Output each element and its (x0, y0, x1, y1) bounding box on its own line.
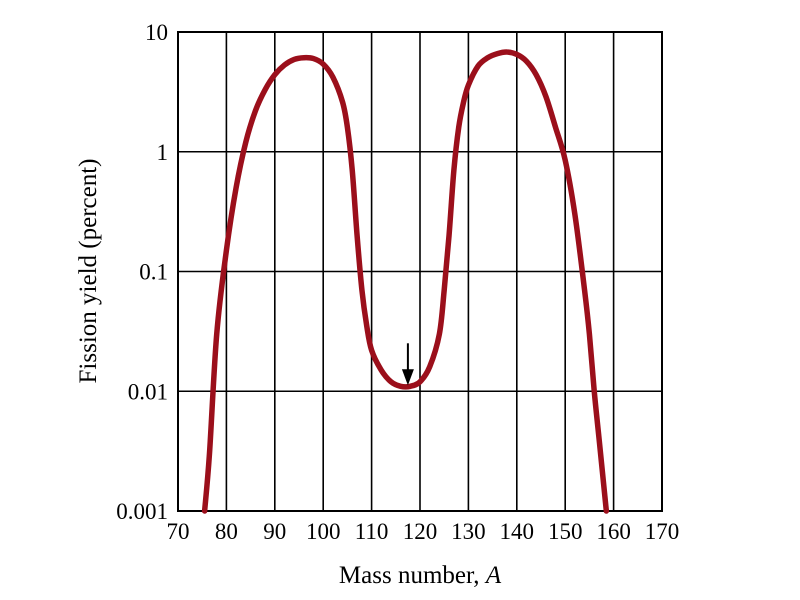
x-tick-label: 90 (263, 519, 286, 544)
y-tick-label: 1 (157, 140, 169, 165)
x-tick-label: 80 (215, 519, 238, 544)
x-tick-label: 130 (451, 519, 486, 544)
x-tick-label: 70 (167, 519, 190, 544)
x-tick-label: 110 (355, 519, 389, 544)
x-tick-label: 160 (596, 519, 631, 544)
y-tick-label: 10 (145, 20, 168, 45)
x-tick-label: 150 (548, 519, 583, 544)
x-axis-title: Mass number, A (339, 562, 502, 589)
y-axis-ticks: 0.001 0.01 0.1 1 10 (116, 20, 168, 524)
annotations (401, 343, 414, 386)
y-tick-label: 0.001 (116, 499, 168, 524)
x-axis-ticks: 70 80 90 100 110 120 130 140 150 160 170 (167, 519, 680, 544)
x-tick-label: 140 (500, 519, 535, 544)
grid (177, 31, 663, 512)
fission-yield-curve (201, 49, 610, 514)
plot-frame (177, 31, 663, 512)
x-tick-label: 100 (306, 519, 341, 544)
minimum-arrow (401, 343, 414, 386)
y-tick-label: 0.1 (139, 260, 168, 285)
y-axis-title: Fission yield (percent) (75, 159, 102, 384)
x-tick-label: 120 (403, 519, 438, 544)
x-tick-label: 170 (645, 519, 680, 544)
y-tick-label: 0.01 (128, 379, 168, 404)
